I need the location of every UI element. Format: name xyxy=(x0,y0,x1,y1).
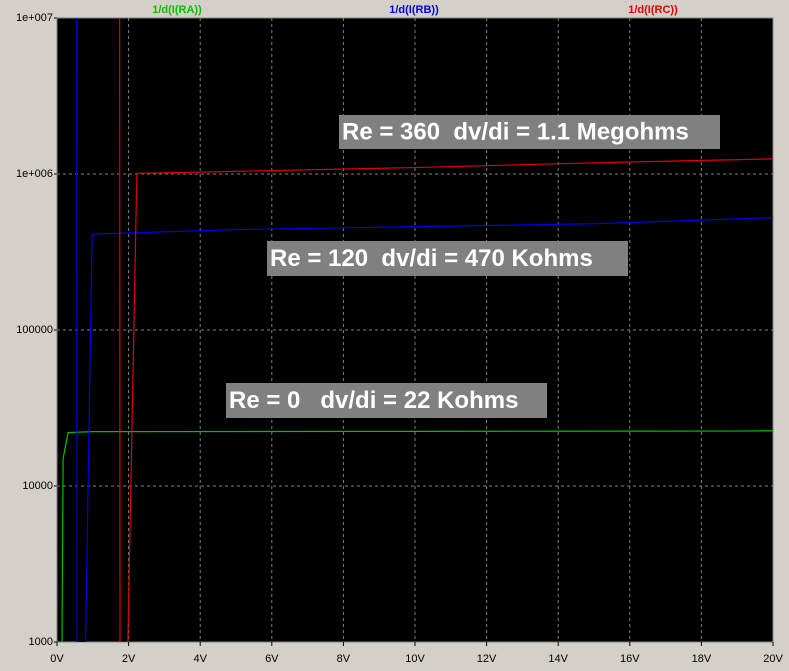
legend-label: 1/d(I(RB)) xyxy=(389,4,439,16)
series-line xyxy=(61,430,773,642)
x-tick-label: 18V xyxy=(692,653,712,665)
series-line xyxy=(119,18,773,642)
x-tick-label: 16V xyxy=(620,653,640,665)
annotation-box xyxy=(339,115,720,149)
x-tick-label: 12V xyxy=(477,653,497,665)
x-tick-label: 10V xyxy=(405,653,425,665)
x-tick-label: 2V xyxy=(122,653,136,665)
x-tick-label: 6V xyxy=(265,653,279,665)
legend-label: 1/d(I(RC)) xyxy=(628,4,678,16)
x-tick-label: 0V xyxy=(50,653,64,665)
x-tick-label: 14V xyxy=(548,653,568,665)
series-line xyxy=(76,18,773,642)
y-tick-label: 1e+006 xyxy=(16,168,53,180)
annotation-box xyxy=(226,383,547,418)
annotation: Re = 0 dv/di = 22 Kohms xyxy=(229,387,518,414)
annotation-box xyxy=(267,241,628,276)
y-tick-label: 1e+007 xyxy=(16,12,53,24)
legend-label: 1/d(I(RA)) xyxy=(152,4,202,16)
x-tick-label: 4V xyxy=(193,653,207,665)
y-tick-label: 100000 xyxy=(16,324,53,336)
annotation: Re = 120 dv/di = 470 Kohms xyxy=(270,245,593,272)
x-tick-label: 20V xyxy=(763,653,783,665)
x-tick-label: 8V xyxy=(337,653,351,665)
y-tick-label: 10000 xyxy=(22,480,53,492)
annotation: Re = 360 dv/di = 1.1 Megohms xyxy=(342,118,689,145)
y-tick-label: 1000 xyxy=(29,636,53,648)
